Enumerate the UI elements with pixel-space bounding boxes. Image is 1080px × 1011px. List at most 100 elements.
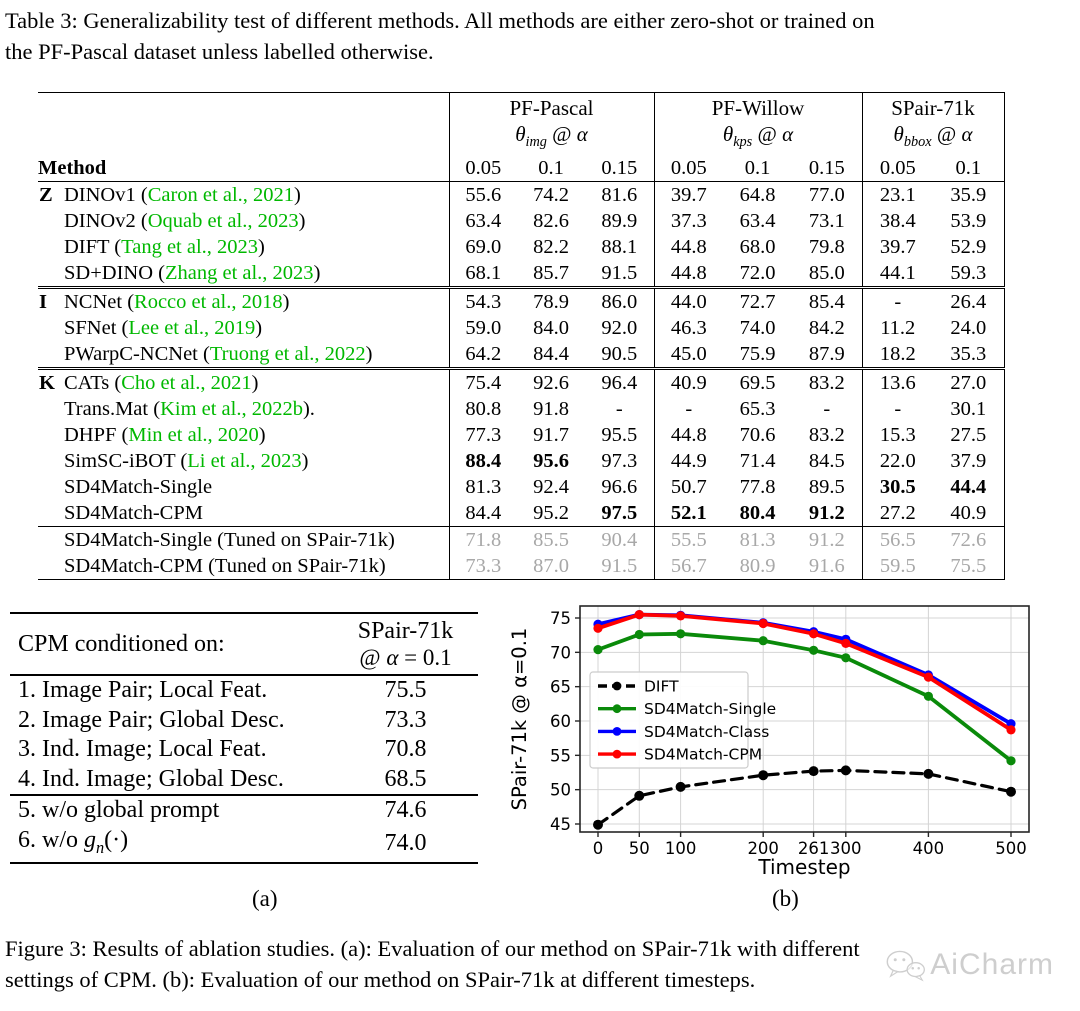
method-name: DINOv1 (Caron et al., 2021): [64, 184, 301, 207]
value-cell: 83.2: [808, 424, 845, 447]
alpha-col: 0.05: [861, 155, 933, 183]
citation-link[interactable]: Kim et al., 2022b: [160, 398, 303, 421]
value-cell: 52.1: [653, 500, 723, 527]
value-cell: 50.7: [653, 474, 723, 501]
value-cell: 80.4: [739, 502, 776, 525]
table3-row: SD4Match-Single (Tuned on SPair-71k) 71.8…: [38, 526, 1005, 554]
value-cell: 84.0: [533, 317, 569, 340]
method-name: DIFT (Tang et al., 2023): [64, 236, 265, 259]
alpha-col: 0.1: [723, 155, 792, 183]
value-cell: 72.7: [723, 286, 792, 316]
citation-link[interactable]: Tang et al., 2023: [121, 236, 259, 259]
group-letter: [38, 341, 64, 369]
series-marker-SD4Match-CPM: [809, 629, 819, 639]
series-marker-SD4Match-Single: [758, 636, 768, 646]
x-axis-label: Timestep: [757, 855, 850, 879]
method-name: PWarpC-NCNet (Truong et al., 2022): [64, 343, 373, 366]
value-cell: 95.6: [533, 450, 569, 473]
x-tick-label: 200: [747, 839, 779, 858]
value-cell: 97.5: [601, 502, 638, 525]
citation-link[interactable]: Lee et al., 2019: [128, 317, 256, 340]
cpm-row-value: 74.0: [384, 829, 427, 856]
method-name: SD+DINO (Zhang et al., 2023): [64, 262, 321, 285]
value-cell: 56.5: [861, 526, 933, 554]
method-name: NCNet (Rocco et al., 2018): [64, 286, 449, 316]
citation-link[interactable]: Zhang et al., 2023: [164, 262, 314, 285]
y-tick-label: 55: [550, 746, 571, 765]
cpm-row-value: 73.3: [384, 706, 427, 733]
value-cell: 55.6: [448, 181, 517, 209]
value-cell: 81.3: [723, 526, 792, 554]
series-marker-SD4Match-Single: [923, 691, 933, 701]
value-cell: 44.0: [653, 286, 723, 316]
value-cell: 24.0: [933, 315, 1005, 342]
alpha-col: 0.05: [653, 155, 723, 183]
series-marker-SD4Match-CPM: [593, 623, 603, 633]
table-a-row: 1. Image Pair; Local Feat. 75.5: [10, 675, 478, 706]
table3-caption-line2: the PF-Pascal dataset unless labelled ot…: [5, 38, 434, 64]
cpm-header-dataset: SPair-71k: [357, 617, 454, 644]
value-cell: 35.9: [933, 181, 1005, 209]
value-cell: 35.3: [933, 341, 1005, 369]
value-cell: 44.8: [653, 260, 723, 288]
value-cell: 97.3: [601, 450, 638, 473]
citation-link[interactable]: Oquab et al., 2023: [147, 210, 299, 233]
plot-border: [579, 605, 1030, 833]
value-cell: 75.5: [933, 553, 1005, 581]
value-cell: 30.1: [933, 396, 1005, 423]
series-marker-SD4Match-CPM: [634, 610, 644, 620]
value-cell: 44.9: [653, 448, 723, 475]
value-cell: 85.7: [533, 262, 569, 285]
value-cell: 88.4: [448, 448, 517, 475]
series-marker-DIFT: [675, 781, 686, 792]
citation-link[interactable]: Caron et al., 2021: [147, 184, 295, 207]
method-name: SD4Match-Single (Tuned on SPair-71k): [64, 526, 449, 554]
citation-link[interactable]: Min et al., 2020: [128, 424, 259, 447]
y-tick-label: 75: [550, 609, 571, 628]
series-marker-SD4Match-CPM: [758, 618, 768, 629]
group-letter: [38, 315, 64, 341]
table3-row: SD4Match-CPM (Tuned on SPair-71k) 73.3 87.…: [38, 553, 1005, 581]
citation-link[interactable]: Li et al., 2023: [187, 450, 302, 473]
series-marker-SD4Match-CPM: [1006, 725, 1016, 735]
group-pf-willow: PF-Willow: [653, 92, 862, 121]
x-tick-label: 261: [798, 839, 830, 858]
table3-row: Trans.Mat (Kim et al., 2022b). 80.8 91.8 - -…: [38, 396, 1005, 423]
citation-link[interactable]: Rocco et al., 2018: [134, 291, 283, 314]
cpm-row-label: 1. Image Pair; Local Feat.: [18, 677, 268, 703]
value-cell: -: [823, 398, 831, 421]
method-name: Trans.Mat (Kim et al., 2022b).: [64, 398, 315, 421]
value-cell: 77.0: [808, 184, 845, 207]
x-tick-label: 100: [665, 839, 697, 858]
cpm-row-label: 5. w/o global prompt: [10, 794, 333, 826]
value-cell: 22.0: [861, 448, 933, 475]
value-cell: 72.6: [933, 526, 1005, 554]
alpha-col: 0.15: [792, 155, 862, 183]
y-tick-label: 70: [550, 643, 571, 662]
group-letter: [38, 234, 64, 260]
series-marker-SD4Match-Single: [676, 629, 686, 639]
value-cell: 37.9: [933, 448, 1005, 475]
value-cell: 63.4: [739, 210, 776, 233]
value-cell: 54.3: [448, 286, 517, 316]
value-cell: 59.3: [933, 260, 1005, 288]
group-spair-71k: SPair-71k: [861, 92, 1005, 121]
value-cell: 91.8: [533, 398, 569, 421]
citation-link[interactable]: Cho et al., 2021: [121, 372, 252, 395]
value-cell: 77.3: [448, 422, 517, 449]
value-cell: 88.1: [601, 236, 638, 259]
method-name: SD4Match-Single: [64, 476, 213, 499]
table3-row: SD+DINO (Zhang et al., 2023) 68.1 85.7 91.5…: [38, 260, 1005, 288]
value-cell: 84.4: [448, 500, 517, 527]
legend-box: [589, 671, 749, 769]
value-cell: 71.8: [448, 526, 517, 554]
value-cell: 46.3: [653, 315, 723, 342]
value-cell: 82.2: [533, 236, 569, 259]
method-header: Method: [38, 155, 449, 183]
legend-marker-SD4Match-Class: [612, 727, 622, 736]
value-cell: 39.7: [861, 234, 933, 261]
group-letter: [38, 422, 64, 448]
value-cell: 84.4: [533, 343, 569, 366]
group-letter: I: [38, 286, 64, 316]
citation-link[interactable]: Truong et al., 2022: [209, 343, 366, 366]
